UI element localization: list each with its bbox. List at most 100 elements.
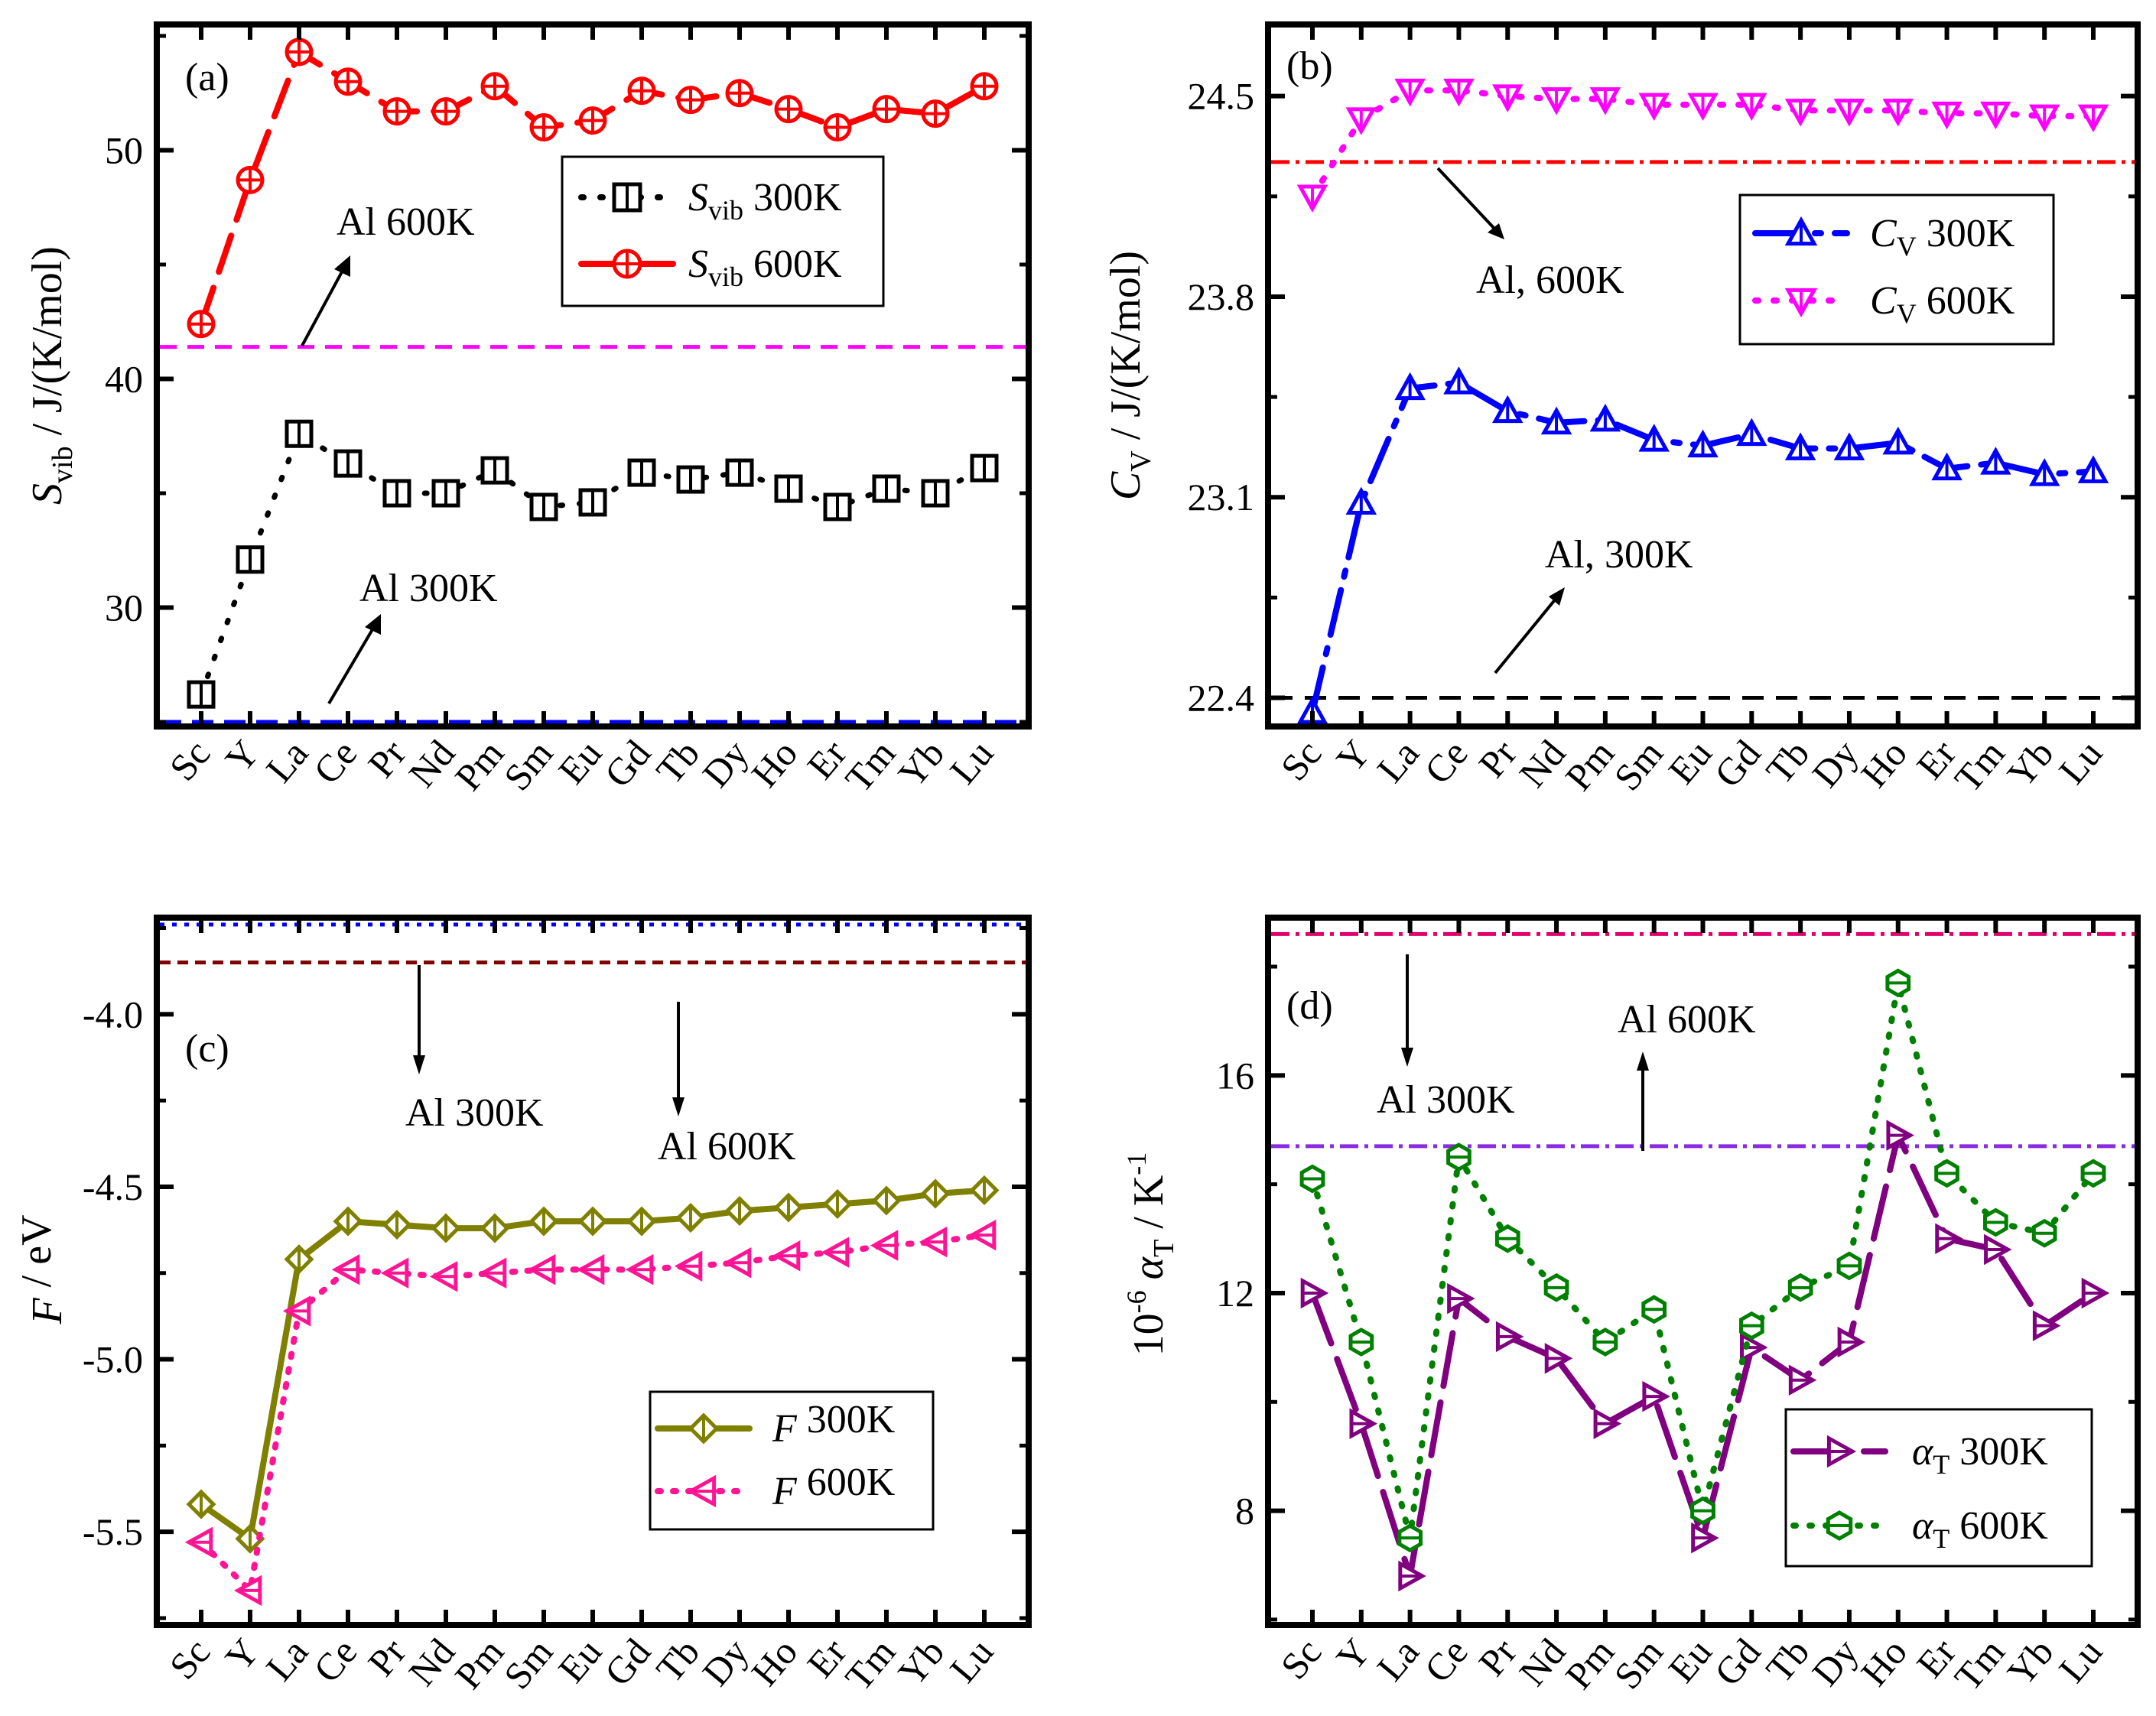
data-point [625, 1253, 654, 1285]
x-tick-label: Lu [941, 1630, 1002, 1691]
data-point [1443, 78, 1475, 107]
panel-label: (c) [185, 1027, 229, 1071]
data-point [674, 1250, 703, 1282]
legend-item [1752, 216, 1850, 246]
data-point [1882, 99, 1914, 127]
ref-line-label: Al 600K [337, 200, 475, 244]
legend-label: Svib 300K [688, 176, 842, 226]
data-point [184, 1526, 213, 1558]
data-point [431, 479, 460, 508]
data-point [1833, 432, 1865, 460]
data-point [1638, 424, 1670, 452]
legend-marker [1826, 1510, 1853, 1541]
data-point [1642, 1380, 1670, 1412]
data-point [1592, 1328, 1618, 1357]
data-point [1443, 366, 1475, 395]
annotation-arrow [327, 614, 381, 705]
data-point [1980, 101, 2011, 130]
data-point [187, 680, 216, 709]
data-point [285, 419, 314, 448]
data-point [576, 1253, 605, 1285]
data-point [578, 488, 607, 517]
y-tick-label: 50 [105, 128, 143, 171]
data-point [872, 474, 901, 503]
y-tick-label: 12 [1216, 1272, 1254, 1315]
data-point [2080, 1159, 2106, 1188]
data-point [920, 1178, 951, 1209]
data-point [1299, 1164, 1325, 1194]
data-point [870, 1230, 899, 1261]
series-c-v-600k [1296, 78, 2109, 213]
legend-item [578, 249, 676, 279]
data-point [774, 474, 803, 503]
legend-marker [612, 249, 642, 279]
legend-label: F 300K [772, 1398, 896, 1451]
series-s-vib-300k [187, 419, 999, 709]
legend-label: CV 600K [1870, 279, 2015, 329]
panel-label: (b) [1286, 44, 1333, 88]
legend-item [655, 1474, 753, 1508]
data-point [577, 1206, 608, 1237]
legend-marker [612, 182, 642, 213]
data-point [725, 79, 754, 108]
data-point [1540, 87, 1572, 115]
data-point [529, 492, 558, 522]
data-point [382, 479, 411, 508]
data-point [627, 76, 656, 106]
data-point [1543, 1272, 1569, 1302]
data-point [480, 72, 509, 101]
series-f-300k [186, 1175, 1000, 1554]
data-point [1589, 87, 1621, 115]
legend: F 300K F 600K [649, 1390, 935, 1531]
x-tick-label: Ce [1416, 1630, 1476, 1691]
data-point [675, 1203, 706, 1233]
x-tick-label: Ho [743, 1630, 805, 1694]
data-point [1540, 406, 1572, 435]
data-point [970, 453, 999, 483]
data-point [429, 1261, 458, 1292]
data-point [331, 1253, 360, 1285]
data-point [1787, 1272, 1813, 1302]
data-point [823, 113, 852, 142]
x-tick-label: Sc [161, 1630, 218, 1687]
x-tick-label: Y [216, 732, 267, 781]
data-point [528, 1206, 559, 1237]
x-tick-label: Lu [941, 732, 1002, 792]
annotation-arrow [1494, 587, 1565, 674]
data-point [967, 1219, 997, 1251]
data-point [1397, 1523, 1423, 1553]
data-point [2032, 1310, 2061, 1341]
series-alpha-t-600k [1299, 968, 2106, 1553]
y-axis-label: CV / J/(K/mol) [1102, 251, 1157, 500]
data-point [1447, 1282, 1475, 1315]
data-point [821, 1237, 850, 1268]
data-point [919, 1226, 948, 1258]
data-point [2081, 1277, 2110, 1309]
data-point [382, 1210, 412, 1240]
data-point [724, 1196, 755, 1227]
data-point [478, 1257, 507, 1289]
y-tick-label: 23.1 [1188, 476, 1255, 518]
data-point [236, 545, 265, 574]
data-point [1687, 93, 1719, 122]
data-point [1983, 1207, 2008, 1237]
data-point [676, 86, 705, 115]
legend-label: CV 300K [1870, 212, 2015, 262]
data-point [1833, 99, 1865, 127]
legend-marker [688, 1412, 720, 1445]
data-point [527, 1253, 556, 1285]
data-point [1837, 1326, 1866, 1358]
data-point [774, 95, 803, 124]
data-point [1736, 418, 1767, 447]
data-point [1446, 1142, 1471, 1172]
y-tick-label: 16 [1216, 1054, 1254, 1097]
data-point [2028, 458, 2060, 486]
data-point [382, 97, 411, 126]
x-tick-label: Ho [1852, 1630, 1915, 1694]
x-tick-label: Lu [2050, 732, 2111, 792]
data-point [627, 458, 656, 487]
legend-item [1790, 1510, 1888, 1541]
y-tick-label: 40 [105, 357, 143, 400]
